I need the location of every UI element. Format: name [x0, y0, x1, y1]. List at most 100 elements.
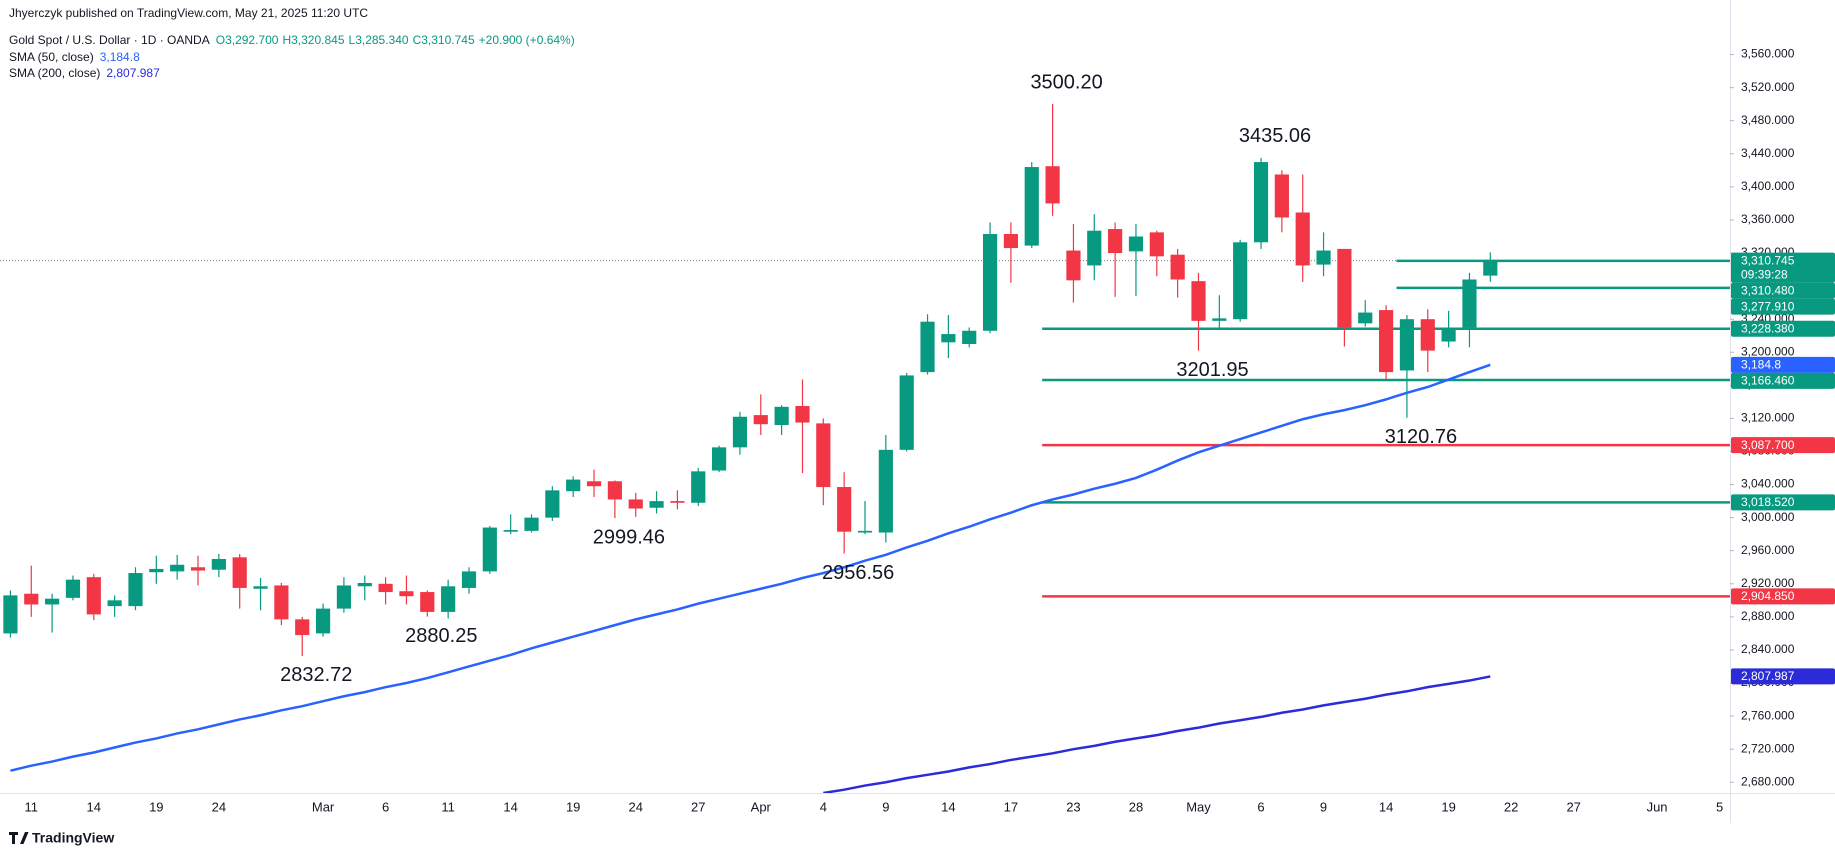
candle-body [1358, 312, 1373, 324]
price-box-label: 3,228.380 [1741, 321, 1795, 335]
candle-body [1316, 250, 1331, 265]
candle-body [1066, 250, 1081, 281]
sma-line [823, 675, 1491, 793]
candle-body [795, 406, 810, 423]
candle-body [1378, 310, 1394, 373]
candle-body [1399, 319, 1415, 371]
price-annotation: 2880.25 [405, 625, 477, 647]
candle-body [1108, 229, 1123, 254]
price-box [1731, 437, 1835, 454]
ohlc: H3,320.845 [282, 33, 344, 47]
candle-body [545, 490, 560, 518]
price-box-label: 3,310.745 [1741, 253, 1795, 267]
x-tick-label: 9 [1320, 799, 1327, 814]
candle-body [899, 375, 914, 450]
candle-body [962, 330, 977, 344]
candle-body [149, 568, 164, 573]
x-tick-label: 19 [149, 799, 163, 814]
candle-body [524, 517, 539, 531]
price-box-label: 3,087.700 [1741, 438, 1795, 452]
plot-area [0, 104, 1730, 793]
candle-body [399, 591, 414, 597]
candle-body [566, 479, 581, 492]
candle-body [1483, 260, 1498, 276]
candle-body [1441, 328, 1456, 342]
price-box-label: 3,184.8 [1741, 358, 1781, 372]
x-tick-label: May [1186, 799, 1211, 814]
candle-body [274, 585, 289, 620]
price-annotation: 3435.06 [1239, 125, 1311, 147]
candle-body [65, 579, 81, 598]
price-annotation: 3120.76 [1385, 426, 1457, 448]
price-box [1731, 668, 1835, 685]
y-tick-label: 3,480.000 [1741, 113, 1795, 127]
candle-body [170, 564, 185, 572]
x-tick-label: 14 [87, 799, 101, 814]
candle-body [1233, 242, 1248, 320]
candle-body [107, 600, 122, 607]
candle-body [837, 487, 852, 532]
time-axis: 11 14 19 24 Mar 6 11 14 19 24 27 Apr 4 9 14 17 23 28 May 6 9… [25, 799, 1724, 814]
candle-body [315, 608, 331, 634]
candle-body [1212, 318, 1227, 321]
x-tick-label: 19 [1441, 799, 1455, 814]
y-tick-label: 3,560.000 [1741, 47, 1795, 61]
candle-body [1253, 162, 1269, 243]
annotations: 3500.20 3435.06 3201.95 3120.76 2999.46 2956.… [280, 71, 1457, 686]
candle-body [1170, 254, 1185, 280]
candle-body [336, 585, 352, 609]
price-box [1731, 494, 1835, 511]
candle-body [878, 449, 893, 533]
candle-body [420, 592, 435, 612]
candle-body [649, 501, 664, 508]
price-annotation: 2999.46 [593, 526, 665, 548]
y-tick-label: 3,000.000 [1741, 510, 1795, 524]
candle-body [441, 586, 456, 612]
y-tick-label: 2,760.000 [1741, 708, 1795, 722]
price-annotation: 2832.72 [280, 664, 352, 686]
x-tick-label: 24 [628, 799, 642, 814]
candle-body [1462, 279, 1477, 328]
price-box [1731, 320, 1835, 337]
x-tick-label: 22 [1504, 799, 1518, 814]
candle-body [1128, 236, 1144, 252]
y-tick-label: 3,360.000 [1741, 212, 1795, 226]
x-tick-label: 11 [441, 799, 455, 814]
footer-logo: TradingView [9, 830, 114, 846]
price-box [1731, 356, 1835, 373]
x-tick-label: 14 [1379, 799, 1393, 814]
y-tick-label: 3,040.000 [1741, 477, 1795, 491]
candle-body [357, 582, 372, 587]
candle-body [1420, 319, 1435, 351]
x-tick-label: 6 [382, 799, 389, 814]
price-box [1731, 252, 1835, 283]
x-tick-label: 28 [1129, 799, 1143, 814]
x-tick-label: Apr [751, 799, 772, 814]
ohlc: O3,292.700 [216, 33, 279, 47]
candle-body [461, 571, 477, 588]
indicator-name: SMA (50, close) [9, 50, 94, 64]
price-annotation: 3201.95 [1176, 359, 1248, 381]
candle-body [1337, 248, 1352, 328]
y-tick-label: 3,400.000 [1741, 179, 1795, 193]
candle-body [378, 583, 393, 593]
x-tick-label: 4 [820, 799, 827, 814]
candle-body [253, 586, 268, 589]
x-tick-label: 9 [882, 799, 889, 814]
x-tick-label: 14 [941, 799, 955, 814]
change: +20.900 (+0.64%) [479, 33, 575, 47]
x-tick-label: 19 [566, 799, 580, 814]
indicator-name: SMA (200, close) [9, 66, 100, 80]
sma-line [10, 363, 1491, 772]
price-annotation: 2956.56 [822, 562, 894, 584]
price-box-label: 3,166.460 [1741, 374, 1795, 388]
candle-body [1045, 166, 1060, 204]
candle-body [232, 557, 247, 588]
y-tick-label: 3,120.000 [1741, 411, 1795, 425]
countdown: 09:39:28 [1741, 267, 1788, 281]
candle-body [628, 499, 643, 509]
brand: TradingView [32, 830, 114, 846]
price-box-label: 2,807.987 [1741, 669, 1795, 683]
